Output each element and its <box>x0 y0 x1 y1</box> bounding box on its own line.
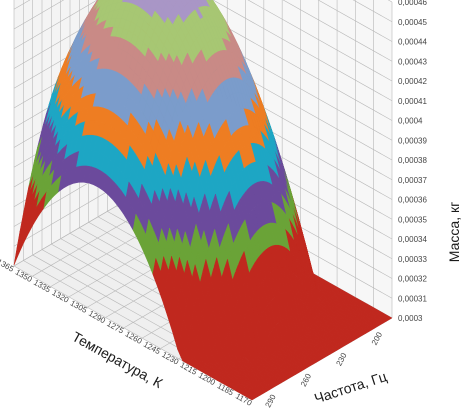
y-tick-label: 230 <box>334 351 348 367</box>
z-axis-ticks: 0,0003 0,00031 0,00032 0,00033 0,00034 0,0003… <box>398 0 427 323</box>
z-tick-label: 0,0003 <box>398 314 423 323</box>
grid-line <box>13 0 98 50</box>
z-tick-label: 0,00032 <box>398 275 427 284</box>
z-tick-label: 0,00036 <box>398 196 427 205</box>
grid-line <box>13 0 65 30</box>
z-tick-label: 0,00037 <box>398 176 427 185</box>
y-tick-label: 260 <box>299 372 313 388</box>
grid-line <box>317 0 393 42</box>
y-tick-label: 290 <box>263 392 277 408</box>
y-tick-label: 200 <box>370 330 384 346</box>
z-tick-label: 0,00041 <box>398 97 427 106</box>
grid-line <box>212 0 393 102</box>
z-tick-label: 0,00044 <box>398 38 427 47</box>
z-tick-label: 0,00046 <box>398 0 427 7</box>
x-tick-label: 1365 <box>0 257 16 274</box>
z-tick-label: 0,00045 <box>398 18 427 27</box>
z-tick-label: 0,00034 <box>398 235 427 244</box>
z-tick-label: 0,00043 <box>398 57 427 66</box>
y-axis-title: Частота, Гц <box>312 368 389 406</box>
surface-cell <box>246 395 256 401</box>
z-tick-label: 0,00042 <box>398 77 427 86</box>
z-tick-label: 0,00031 <box>398 294 427 303</box>
z-axis-title: Масса, кг <box>446 202 462 262</box>
z-tick-label: 0,00038 <box>398 156 427 165</box>
grid-line <box>282 0 393 62</box>
surface-plot <box>13 0 393 401</box>
z-tick-label: 0,00039 <box>398 136 427 145</box>
grid-line <box>247 0 393 82</box>
z-tick-label: 0,00033 <box>398 255 427 264</box>
z-tick-label: 0,0004 <box>398 117 423 126</box>
z-tick-label: 0,00035 <box>398 215 427 224</box>
